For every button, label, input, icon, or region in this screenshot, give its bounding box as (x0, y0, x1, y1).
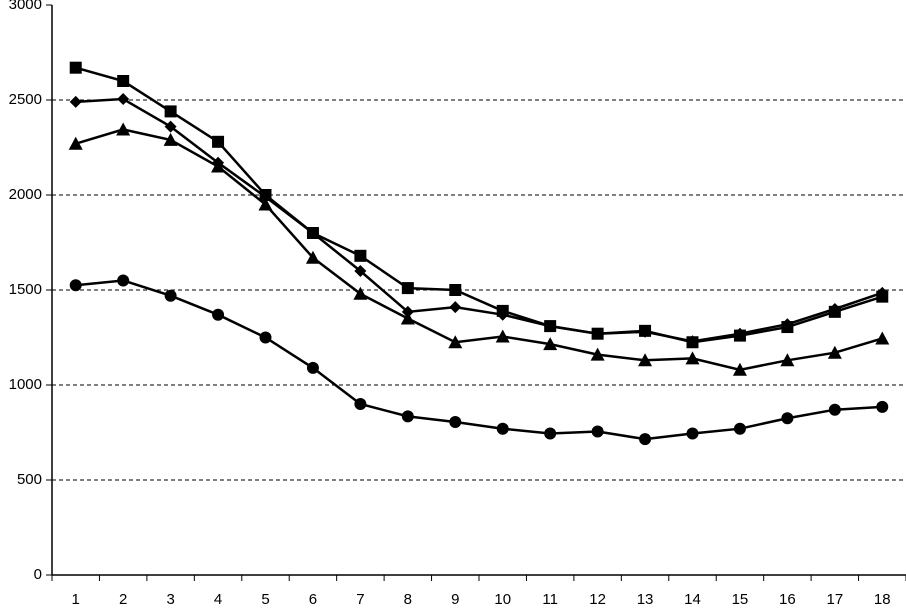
marker (495, 329, 510, 343)
marker (732, 362, 747, 376)
x-tick-label: 6 (309, 591, 317, 608)
marker (117, 274, 130, 287)
marker (163, 132, 178, 146)
marker (164, 289, 177, 302)
marker (544, 320, 557, 333)
x-tick-label: 4 (214, 591, 222, 608)
marker (117, 93, 130, 106)
marker (875, 331, 890, 345)
marker (305, 250, 320, 264)
x-tick-label: 7 (356, 591, 364, 608)
marker (353, 286, 368, 300)
x-tick-label: 14 (684, 591, 701, 608)
marker (401, 282, 414, 295)
marker (496, 308, 509, 321)
x-tick-label: 8 (404, 591, 412, 608)
x-tick-label: 1 (72, 591, 80, 608)
y-tick-label: 1500 (9, 281, 42, 298)
marker (448, 335, 463, 349)
marker (354, 265, 367, 277)
marker (828, 303, 841, 315)
marker (69, 61, 82, 74)
series-line (75, 66, 883, 344)
marker (685, 351, 700, 365)
x-tick-label: 5 (261, 591, 269, 608)
marker (69, 279, 82, 292)
marker (259, 331, 272, 344)
marker (591, 425, 604, 438)
marker (828, 403, 841, 416)
marker (449, 301, 462, 314)
marker (306, 361, 319, 374)
x-tick-label: 3 (166, 591, 174, 608)
marker (733, 327, 746, 340)
marker (164, 105, 177, 118)
marker (638, 353, 653, 367)
marker (827, 345, 842, 359)
marker (781, 412, 794, 425)
x-tick-label: 18 (874, 591, 891, 608)
marker (496, 422, 509, 435)
y-tick-label: 2000 (9, 186, 42, 203)
y-tick-label: 1000 (9, 376, 42, 393)
x-tick-label: 2 (119, 591, 127, 608)
x-tick-label: 13 (637, 591, 654, 608)
marker (258, 197, 273, 211)
x-tick-label: 10 (494, 591, 511, 608)
marker (164, 120, 177, 133)
series-line (75, 128, 883, 372)
marker (306, 227, 319, 239)
marker (116, 122, 131, 136)
marker (686, 335, 699, 348)
y-tick-label: 0 (34, 566, 42, 583)
series-line (75, 279, 883, 441)
marker (591, 327, 604, 340)
marker (781, 318, 794, 331)
marker (544, 427, 557, 440)
marker (259, 190, 272, 203)
marker (117, 75, 130, 87)
marker (69, 95, 82, 108)
x-tick-label: 11 (542, 591, 558, 608)
x-tick-label: 9 (451, 591, 459, 608)
y-tick-label: 2500 (9, 91, 42, 108)
marker (590, 347, 605, 361)
marker (400, 311, 415, 325)
marker (211, 159, 226, 173)
marker (686, 427, 699, 440)
marker (354, 398, 367, 410)
marker (401, 410, 414, 423)
marker (212, 308, 225, 321)
marker (543, 337, 558, 351)
marker (449, 284, 462, 296)
x-tick-label: 12 (589, 591, 606, 608)
marker (212, 135, 225, 148)
x-tick-label: 17 (826, 591, 843, 608)
x-tick-label: 15 (732, 591, 749, 608)
y-tick-label: 3000 (9, 0, 42, 13)
marker (354, 249, 367, 262)
series-line (75, 97, 883, 343)
marker (449, 416, 462, 429)
y-tick-label: 500 (17, 471, 42, 488)
marker (780, 353, 795, 367)
x-tick-label: 16 (779, 591, 796, 608)
marker (68, 136, 83, 150)
marker (639, 325, 652, 338)
marker (639, 433, 652, 446)
marker (876, 286, 889, 299)
marker (876, 400, 889, 413)
marker (733, 422, 746, 435)
